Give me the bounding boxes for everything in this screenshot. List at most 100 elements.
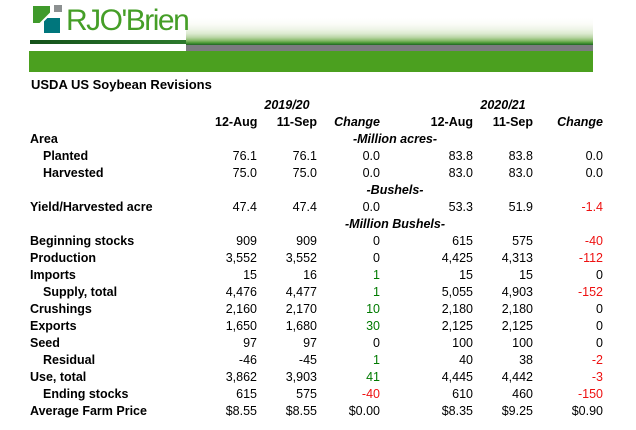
value-cell: 15: [243, 267, 257, 282]
value-cell: 76.1: [232, 148, 257, 163]
value-cell: 460: [512, 386, 533, 401]
table-row: Supply, total 4,476 4,477 1 5,055 4,903 -152: [30, 283, 603, 300]
year-header-2019-20: 2019/20: [264, 97, 310, 112]
column-header: 12-Aug: [215, 114, 258, 129]
value-cell: 0.0: [585, 165, 603, 180]
spacer-cell: [317, 96, 380, 113]
value-cell: 100: [452, 335, 473, 350]
value-cell: 1: [373, 352, 380, 367]
value-cell: 1,650: [225, 318, 257, 333]
spacer-cell: [30, 113, 215, 130]
value-cell: 3,552: [225, 250, 257, 265]
table-row: Planted 76.1 76.1 0.0 83.8 83.8 0.0: [30, 147, 603, 164]
value-cell: -46: [238, 352, 257, 367]
value-cell: -150: [577, 386, 603, 401]
value-cell: 0: [596, 335, 603, 350]
row-label: Beginning stocks: [30, 233, 135, 248]
value-cell: 83.0: [508, 165, 533, 180]
value-cell: 40: [459, 352, 473, 367]
spacer-cell: [533, 215, 603, 232]
spacer-cell: [473, 130, 533, 147]
spacer-cell: [30, 96, 215, 113]
value-cell: 83.0: [448, 165, 473, 180]
value-cell: -3: [591, 369, 603, 384]
table-row: Ending stocks 615 575 -40 610 460 -150: [30, 385, 603, 402]
value-cell: $0.00: [348, 403, 380, 418]
value-cell: $0.90: [571, 403, 603, 418]
value-cell: 4,445: [441, 369, 473, 384]
value-cell: 53.3: [448, 199, 473, 214]
page-title: USDA US Soybean Revisions: [31, 77, 212, 92]
table-row: Production 3,552 3,552 0 4,425 4,313 -112: [30, 249, 603, 266]
column-header: 11-Sep: [276, 114, 317, 129]
value-cell: 15: [459, 267, 473, 282]
value-cell: 575: [296, 386, 317, 401]
value-cell: 75.0: [232, 165, 257, 180]
value-cell: 0: [373, 233, 380, 248]
spacer-cell: [473, 181, 533, 198]
value-cell: 0: [373, 335, 380, 350]
table-row: Average Farm Price $8.55 $8.55 $0.00 $8.35 $9…: [30, 402, 603, 419]
table-row: Yield/Harvested acre 47.4 47.4 0.0 53.3 51.9 -…: [30, 198, 603, 215]
row-label: Production: [30, 250, 96, 265]
value-cell: 0: [596, 267, 603, 282]
row-label: Average Farm Price: [30, 403, 147, 418]
table-head-rows: 2019/20 2020/21 12-Aug 11-Sep Change 12-…: [30, 96, 603, 130]
value-cell: 4,476: [225, 284, 257, 299]
unit-label: -Million Bushels-: [345, 216, 445, 231]
value-cell: 75.0: [292, 165, 317, 180]
table-row: Imports 15 16 1 15 15 0: [30, 266, 603, 283]
value-cell: 5,055: [441, 284, 473, 299]
value-cell: 76.1: [292, 148, 317, 163]
value-cell: 16: [303, 267, 317, 282]
value-cell: 575: [512, 233, 533, 248]
unit-label: -Million acres-: [352, 131, 438, 146]
row-label: Planted: [43, 148, 89, 163]
table-row: Seed 97 97 0 100 100 0: [30, 334, 603, 351]
value-cell: 10: [366, 301, 380, 316]
table-row: Exports 1,650 1,680 30 2,125 2,125 0: [30, 317, 603, 334]
value-cell: $8.55: [285, 403, 317, 418]
value-cell: 0: [373, 250, 380, 265]
value-cell: 1: [373, 284, 380, 299]
value-cell: 2,170: [285, 301, 317, 316]
value-cell: 4,477: [285, 284, 317, 299]
row-label: Harvested: [43, 165, 104, 180]
row-label: Exports: [30, 318, 77, 333]
table-row: Area -Million acres-: [30, 130, 603, 147]
value-cell: 610: [452, 386, 473, 401]
spacer-cell: [473, 215, 533, 232]
value-cell: -40: [584, 233, 603, 248]
value-cell: 2,180: [501, 301, 533, 316]
value-cell: 30: [366, 318, 380, 333]
value-cell: 1: [373, 267, 380, 282]
header-gradient-band: [186, 18, 593, 45]
logo-underline-bar: [30, 40, 186, 44]
year-header-row: 2019/20 2020/21: [30, 96, 603, 113]
value-cell: 4,425: [441, 250, 473, 265]
row-label: Imports: [30, 267, 76, 282]
value-cell: 1,680: [285, 318, 317, 333]
header-gray-bar: [186, 45, 593, 51]
value-cell: $8.35: [441, 403, 473, 418]
value-cell: 38: [519, 352, 533, 367]
table-body: Area -Million acres- Planted 76.1 76.1 0.0 83.…: [30, 130, 603, 419]
value-cell: 83.8: [448, 148, 473, 163]
unit-label: -Bushels-: [366, 182, 424, 197]
value-cell: 41: [366, 369, 380, 384]
spacer-cell: [533, 181, 603, 198]
value-cell: 3,903: [285, 369, 317, 384]
column-header-change: Change: [557, 114, 603, 129]
value-cell: -45: [298, 352, 317, 367]
rjo-logo-icon: [32, 5, 62, 33]
year-header-2020-21: 2020/21: [480, 97, 526, 112]
value-cell: -112: [578, 250, 603, 265]
value-cell: -1.4: [581, 199, 603, 214]
value-cell: 83.8: [508, 148, 533, 163]
row-label: Ending stocks: [43, 386, 129, 401]
table-row: Beginning stocks 909 909 0 615 575 -40: [30, 232, 603, 249]
table-row: Use, total 3,862 3,903 41 4,445 4,442 -3: [30, 368, 603, 385]
value-cell: 615: [236, 386, 257, 401]
spacer-cell: [215, 215, 257, 232]
